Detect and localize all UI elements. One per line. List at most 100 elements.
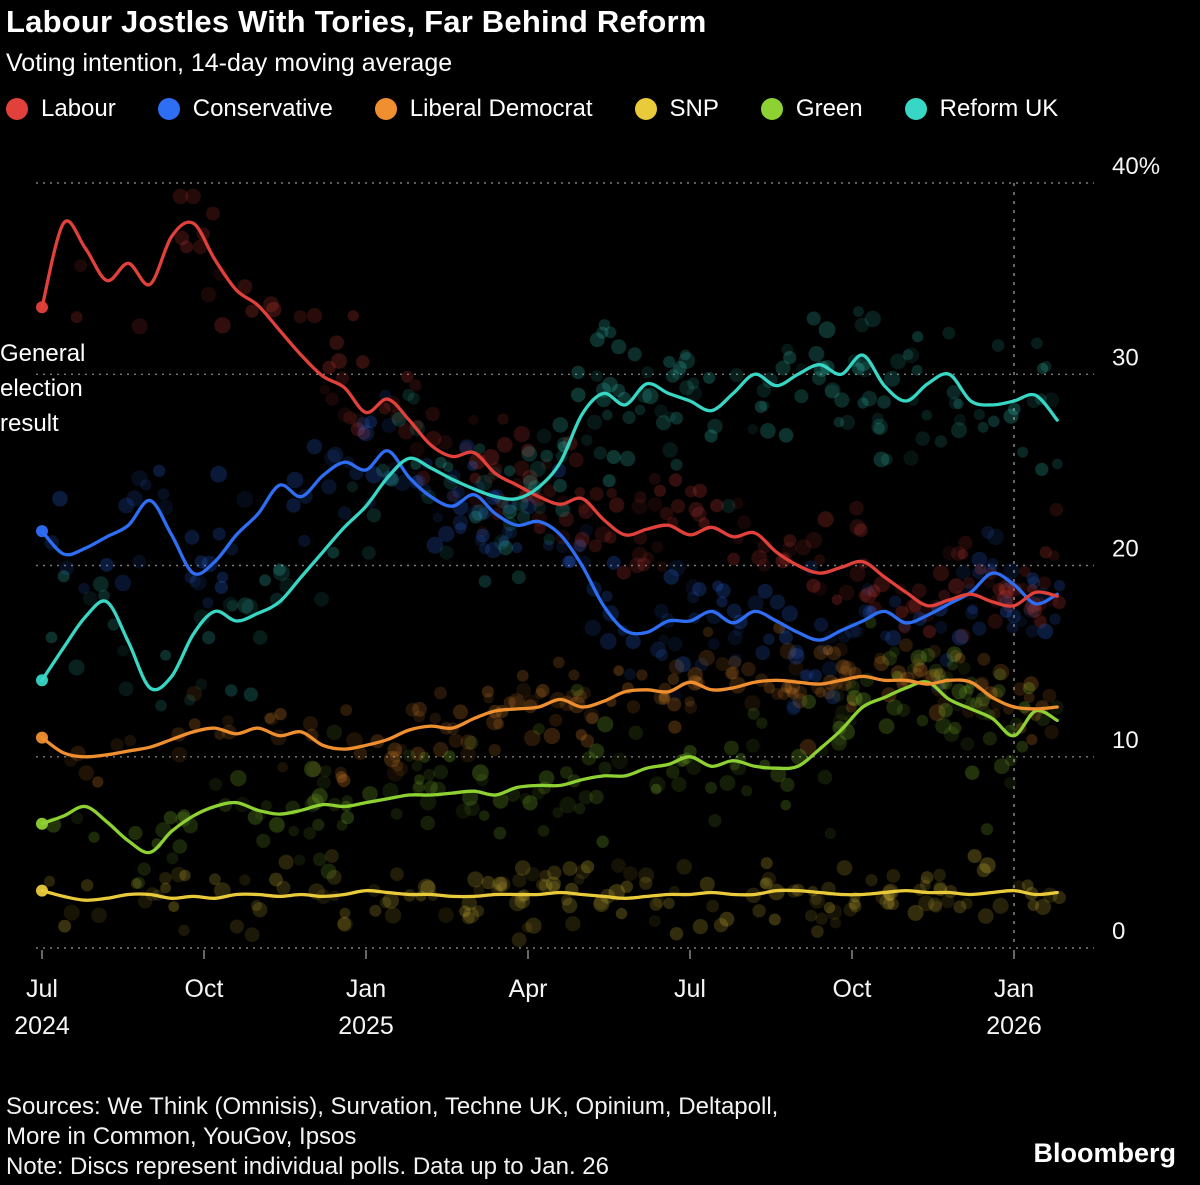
poll-dot [653,896,665,908]
poll-dot [269,817,285,833]
poll-dot [928,704,946,721]
poll-dot [286,471,304,489]
poll-dot [721,498,736,514]
poll-dot [817,769,833,785]
poll-dot [763,633,775,645]
poll-dot [303,827,316,840]
poll-dot [453,704,468,720]
y-axis-label-40: 40% [1112,153,1160,180]
poll-dot [932,565,950,582]
poll-dot [845,701,857,713]
poll-dot [951,422,967,439]
poll-dot [356,416,370,431]
poll-dot [394,762,409,776]
poll-dot [443,750,456,763]
poll-dot [789,644,804,659]
poll-dot [871,412,884,425]
poll-dot [461,895,477,911]
poll-dot [59,560,74,576]
poll-dot [492,793,509,809]
poll-dot [967,604,978,615]
poll-dot [511,542,523,554]
poll-dot [545,876,561,892]
poll-dot [628,725,643,740]
poll-dot [384,907,402,924]
legend-label-conservative: Conservative [192,95,333,122]
poll-dot [81,879,94,892]
poll-dot [954,652,966,664]
poll-dot [493,718,505,730]
poll-dot [851,362,865,376]
poll-dot [733,625,744,637]
poll-dot [684,700,698,714]
poll-dot [394,474,411,492]
poll-dot [843,903,858,917]
poll-dot [379,896,392,909]
poll-dot [256,833,271,848]
poll-dot [835,705,851,721]
poll-dots-liberal-democrat [64,621,1059,788]
poll-dot [831,735,847,751]
poll-dot [140,479,152,491]
poll-dot [874,652,886,665]
poll-dot [726,603,742,619]
poll-dot [670,458,683,471]
poll-dot [117,644,129,657]
poll-dot [137,862,151,876]
poll-dot [861,583,874,596]
poll-dot [982,731,997,746]
poll-dot [429,712,441,725]
poll-dot [189,575,201,588]
poll-dot [78,765,94,781]
poll-dot [244,927,260,943]
poll-dot [586,712,599,725]
poll-dot [960,897,973,910]
poll-dot [477,526,488,537]
series-line-green [40,680,1059,855]
poll-dot [132,876,145,889]
poll-dot [848,897,861,910]
poll-dot [92,776,104,788]
poll-dot [71,812,84,825]
poll-dot [1026,734,1038,746]
series-line-conservative [40,449,1059,642]
poll-dot [186,685,202,702]
note-line: Note: Discs represent individual polls. … [6,1153,609,1180]
poll-dot [337,773,351,788]
poll-dot [442,461,454,473]
poll-dot [967,849,982,864]
poll-dot [259,574,271,587]
poll-dot [575,729,587,741]
poll-dot [549,713,563,727]
poll-dot [413,710,426,723]
poll-dot [668,559,686,577]
poll-dot [708,814,722,828]
poll-dot [520,497,537,515]
poll-dot [627,347,642,362]
poll-dot [107,618,120,631]
poll-dot [496,497,508,509]
poll-dot [193,609,211,626]
poll-dot [647,497,663,512]
poll-dot [571,365,585,380]
poll-dot [515,860,531,876]
poll-dot [808,346,825,362]
poll-dot [835,659,850,674]
poll-dot [391,759,404,772]
poll-dot [727,552,740,566]
poll-dot [669,927,684,941]
poll-dot [243,687,258,702]
poll-dot [362,546,376,560]
poll-dot [673,360,687,375]
poll-dot [1006,608,1021,624]
poll-dot [787,687,800,700]
poll-dot [849,519,866,536]
poll-dot [337,917,352,931]
legend-swatch-labour [6,98,28,120]
sources-line-2: More in Common, YouGov, Ipsos [6,1123,357,1150]
poll-dot [824,827,836,840]
poll-dot [52,490,68,507]
poll-dot [606,450,621,464]
poll-dot [992,663,1010,681]
poll-dot [910,649,927,666]
